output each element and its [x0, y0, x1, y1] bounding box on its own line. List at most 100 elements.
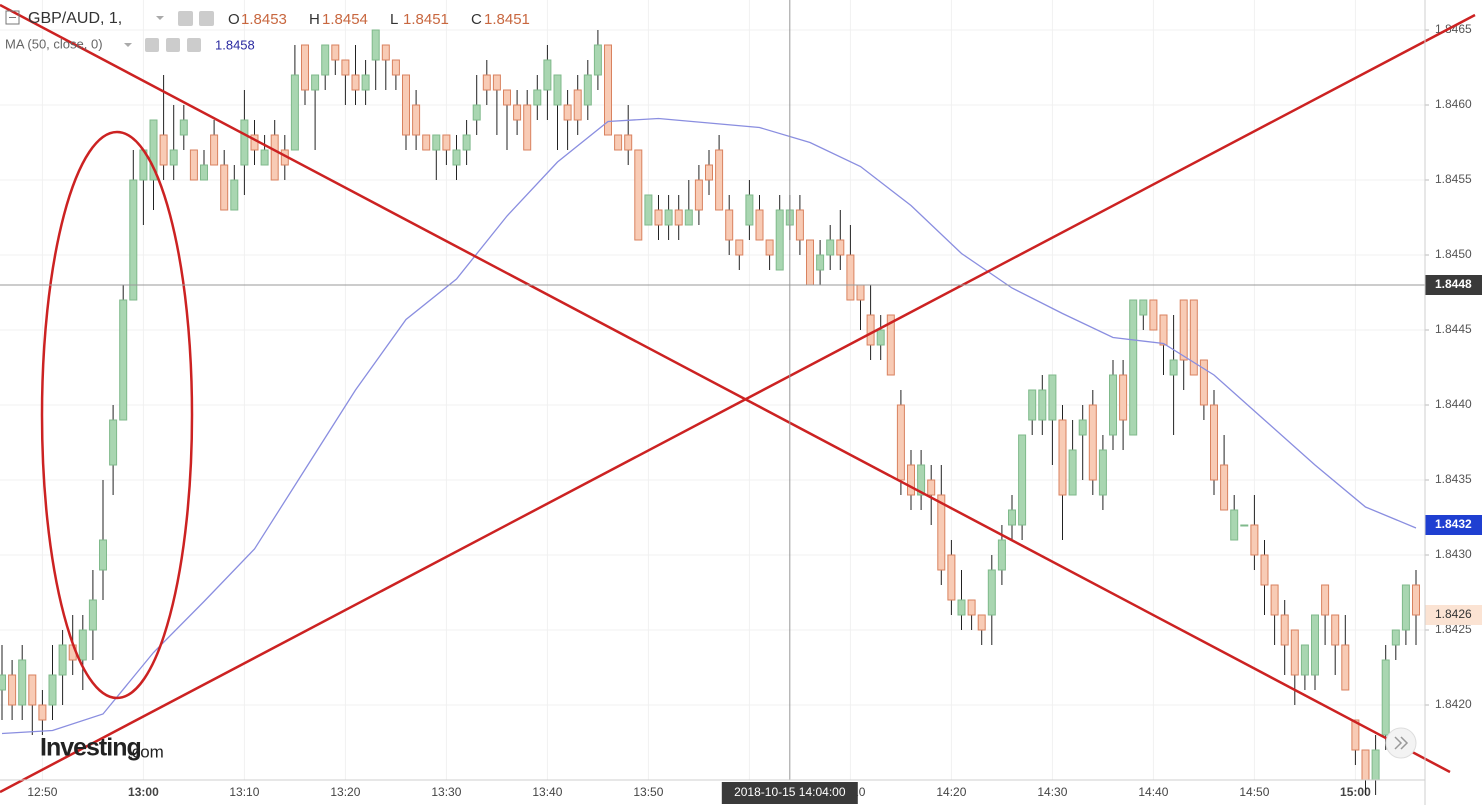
- scroll-icon: [1394, 736, 1409, 750]
- candle-body: [917, 464, 926, 496]
- candle-body: [1119, 374, 1128, 421]
- logo: .com: [127, 742, 164, 761]
- dropdown-icon[interactable]: [124, 43, 132, 47]
- annotations: [0, 3, 1476, 794]
- candle-body: [341, 59, 350, 76]
- candle-body: [402, 74, 410, 136]
- candle-body: [169, 149, 178, 166]
- candle-body: [654, 209, 663, 226]
- y-tick-label: 1.8440: [1435, 397, 1472, 411]
- candle-body: [593, 44, 602, 76]
- candle-body: [1240, 524, 1249, 527]
- candle-body: [1331, 614, 1340, 646]
- candle-body: [412, 104, 421, 136]
- candle-body: [472, 104, 481, 121]
- candle-body: [553, 74, 562, 106]
- candle-body: [1189, 299, 1198, 376]
- settings-icon[interactable]: [166, 38, 180, 52]
- x-tick-label: 13:50: [633, 785, 663, 799]
- logo: Investing: [40, 734, 141, 762]
- candle-body: [1341, 644, 1350, 691]
- candle-body: [28, 674, 37, 706]
- candle-body: [987, 569, 996, 616]
- candle-body: [48, 674, 57, 706]
- candle-body: [230, 179, 239, 211]
- candle-body: [8, 674, 17, 706]
- candle-body: [99, 539, 107, 571]
- ma-legend-name: MA (50, close, 0): [5, 36, 103, 51]
- y-tick-label: 1.8430: [1435, 547, 1472, 561]
- candle-body: [604, 44, 612, 136]
- candle-body: [836, 239, 845, 256]
- collapse-icon[interactable]: [5, 10, 20, 25]
- candle-body: [1028, 389, 1037, 421]
- candle-body: [1098, 449, 1107, 496]
- trend-line: [0, 3, 1451, 774]
- last-price-box: [1425, 605, 1482, 625]
- candle-body: [462, 134, 471, 151]
- last-price-label: 1.8426: [1435, 607, 1472, 621]
- candle-body: [806, 239, 814, 286]
- candle-body: [866, 314, 875, 346]
- crosshair-time-box: [721, 782, 858, 804]
- candle-body: [179, 119, 188, 136]
- crosshair-price-label: 1.8448: [1435, 277, 1472, 291]
- candle-body: [614, 134, 623, 151]
- candle-body: [452, 149, 461, 166]
- candle-body: [755, 209, 764, 241]
- candle-body: [957, 599, 966, 616]
- candle-body: [1311, 614, 1319, 676]
- dropdown-icon[interactable]: [156, 16, 164, 20]
- candle-body: [684, 209, 693, 226]
- candle-body: [482, 74, 491, 91]
- candle-body: [1169, 359, 1178, 376]
- y-tick-label: 1.8460: [1435, 97, 1472, 111]
- candle-body: [947, 554, 956, 601]
- candle-body: [1250, 524, 1259, 556]
- candle-body: [129, 179, 138, 301]
- candle-body: [240, 119, 249, 166]
- ohlc-label: H: [309, 11, 320, 28]
- candle-body: [1088, 404, 1097, 481]
- settings-icon[interactable]: [145, 38, 159, 52]
- candle-body: [1300, 644, 1309, 676]
- candle-body: [1401, 584, 1410, 631]
- candle-body: [523, 104, 532, 151]
- candle-body: [1351, 719, 1360, 751]
- x-tick-label: 14:40: [1138, 785, 1168, 799]
- candle-body: [563, 104, 572, 121]
- candle-body: [1260, 554, 1269, 586]
- x-tick-label: 14:50: [1239, 785, 1269, 799]
- candle-body: [1109, 374, 1117, 436]
- candle-body: [1179, 299, 1188, 361]
- candle-body: [876, 329, 885, 346]
- candle-body: [997, 539, 1006, 571]
- candle-body: [533, 89, 542, 106]
- x-tick-label: 13:20: [330, 785, 360, 799]
- candle-body: [816, 254, 825, 271]
- ma-price-box: [1425, 515, 1482, 535]
- settings-icon[interactable]: [187, 38, 201, 52]
- candle-body: [88, 599, 97, 631]
- candle-body: [361, 74, 370, 91]
- candle-body: [1199, 359, 1208, 406]
- candle-body: [1038, 389, 1047, 421]
- candle-body: [664, 209, 673, 226]
- candle-body: [907, 464, 915, 496]
- candle-body: [856, 284, 865, 301]
- candle-body: [1371, 749, 1380, 781]
- settings-icon[interactable]: [199, 11, 214, 26]
- ohlc-label: O: [228, 11, 240, 28]
- ma-price-label: 1.8432: [1435, 517, 1472, 531]
- candle-body: [745, 194, 754, 226]
- candle-body: [1078, 419, 1087, 436]
- settings-icon[interactable]: [178, 11, 193, 26]
- y-tick-label: 1.8450: [1435, 247, 1472, 261]
- candle-body: [442, 134, 451, 151]
- candle-body: [644, 194, 653, 226]
- candle-body: [674, 209, 683, 226]
- candle-body: [896, 404, 905, 481]
- candle-body: [1220, 464, 1229, 511]
- candle-body: [311, 74, 320, 91]
